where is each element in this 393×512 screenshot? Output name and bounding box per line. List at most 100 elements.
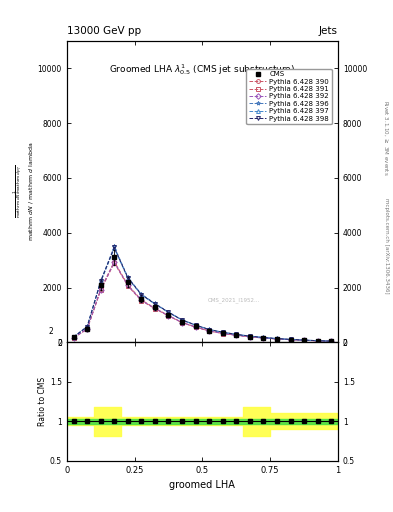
- Pythia 6.428 396: [112, 243, 117, 249]
- Pythia 6.428 398: [275, 335, 279, 342]
- Pythia 6.428 391: [85, 326, 90, 332]
- Pythia 6.428 397: [98, 279, 103, 285]
- Pythia 6.428 390: [180, 319, 184, 326]
- Text: 2: 2: [48, 328, 53, 336]
- Pythia 6.428 397: [71, 334, 76, 340]
- Pythia 6.428 390: [288, 336, 293, 343]
- Pythia 6.428 392: [329, 338, 334, 345]
- Pythia 6.428 390: [152, 305, 157, 311]
- Pythia 6.428 391: [152, 306, 157, 312]
- Pythia 6.428 392: [234, 332, 239, 338]
- Pythia 6.428 392: [152, 305, 157, 311]
- Line: Pythia 6.428 397: Pythia 6.428 397: [72, 246, 333, 343]
- Pythia 6.428 391: [248, 334, 252, 340]
- Pythia 6.428 398: [152, 301, 157, 307]
- Pythia 6.428 392: [125, 282, 130, 288]
- Pythia 6.428 398: [207, 327, 211, 333]
- Pythia 6.428 391: [180, 319, 184, 326]
- Pythia 6.428 390: [85, 326, 90, 332]
- Pythia 6.428 391: [112, 260, 117, 266]
- Pythia 6.428 390: [193, 324, 198, 330]
- Line: Pythia 6.428 396: Pythia 6.428 396: [72, 245, 333, 343]
- Pythia 6.428 392: [261, 335, 266, 341]
- Pythia 6.428 398: [234, 331, 239, 337]
- Pythia 6.428 396: [71, 334, 76, 340]
- Pythia 6.428 396: [207, 326, 211, 332]
- Pythia 6.428 396: [166, 309, 171, 315]
- Pythia 6.428 391: [234, 332, 239, 338]
- Pythia 6.428 396: [180, 317, 184, 323]
- Pythia 6.428 398: [261, 334, 266, 340]
- Line: Pythia 6.428 390: Pythia 6.428 390: [72, 260, 333, 343]
- Text: 13000 GeV pp: 13000 GeV pp: [67, 27, 141, 36]
- Pythia 6.428 398: [288, 336, 293, 343]
- Pythia 6.428 392: [275, 336, 279, 342]
- Pythia 6.428 392: [139, 297, 144, 304]
- Pythia 6.428 390: [166, 312, 171, 318]
- Pythia 6.428 390: [112, 259, 117, 265]
- Pythia 6.428 390: [207, 328, 211, 334]
- Pythia 6.428 396: [275, 335, 279, 342]
- Pythia 6.428 391: [288, 337, 293, 343]
- Pythia 6.428 396: [234, 331, 239, 337]
- Pythia 6.428 392: [207, 328, 211, 334]
- Pythia 6.428 397: [193, 322, 198, 328]
- Pythia 6.428 398: [329, 338, 334, 344]
- Pythia 6.428 391: [139, 297, 144, 304]
- Pythia 6.428 392: [220, 330, 225, 336]
- Y-axis label: mathrm $d^2N$
mathrm $d$ $p_T$ mathrm $d$ lambda

$\frac{1}{\mathrm{mathrm}\,dN/: mathrm $d^2N$ mathrm $d$ $p_T$ mathrm $d…: [0, 142, 35, 242]
- Pythia 6.428 390: [329, 338, 334, 345]
- Pythia 6.428 396: [315, 337, 320, 344]
- Pythia 6.428 398: [112, 244, 117, 250]
- Pythia 6.428 396: [248, 333, 252, 339]
- Pythia 6.428 390: [302, 337, 307, 344]
- Pythia 6.428 391: [315, 338, 320, 344]
- Pythia 6.428 392: [180, 319, 184, 326]
- Pythia 6.428 390: [275, 336, 279, 342]
- Pythia 6.428 397: [315, 337, 320, 344]
- Pythia 6.428 397: [234, 331, 239, 337]
- Pythia 6.428 390: [248, 334, 252, 340]
- Pythia 6.428 392: [85, 326, 90, 332]
- Pythia 6.428 392: [98, 287, 103, 293]
- Pythia 6.428 390: [98, 286, 103, 292]
- Pythia 6.428 397: [288, 336, 293, 343]
- Pythia 6.428 396: [302, 337, 307, 343]
- Pythia 6.428 391: [207, 328, 211, 334]
- Pythia 6.428 391: [98, 287, 103, 293]
- Line: Pythia 6.428 392: Pythia 6.428 392: [72, 260, 333, 343]
- Pythia 6.428 397: [261, 334, 266, 340]
- Pythia 6.428 392: [166, 313, 171, 319]
- Pythia 6.428 391: [302, 337, 307, 344]
- Pythia 6.428 397: [207, 327, 211, 333]
- Line: Pythia 6.428 391: Pythia 6.428 391: [72, 261, 333, 343]
- Pythia 6.428 397: [85, 324, 90, 330]
- Pythia 6.428 397: [180, 317, 184, 323]
- Pythia 6.428 390: [220, 330, 225, 336]
- Pythia 6.428 392: [302, 337, 307, 344]
- Pythia 6.428 397: [166, 309, 171, 315]
- Pythia 6.428 398: [315, 337, 320, 344]
- Legend: CMS, Pythia 6.428 390, Pythia 6.428 391, Pythia 6.428 392, Pythia 6.428 396, Pyt: CMS, Pythia 6.428 390, Pythia 6.428 391,…: [246, 69, 332, 124]
- Pythia 6.428 397: [275, 335, 279, 342]
- Pythia 6.428 396: [288, 336, 293, 343]
- Pythia 6.428 396: [139, 291, 144, 297]
- Pythia 6.428 396: [261, 334, 266, 340]
- Pythia 6.428 392: [193, 324, 198, 330]
- Pythia 6.428 397: [125, 275, 130, 281]
- Pythia 6.428 391: [220, 330, 225, 336]
- Pythia 6.428 392: [288, 337, 293, 343]
- Pythia 6.428 390: [234, 332, 239, 338]
- Pythia 6.428 397: [302, 337, 307, 343]
- Text: Jets: Jets: [319, 27, 338, 36]
- Pythia 6.428 398: [302, 337, 307, 343]
- Pythia 6.428 396: [98, 278, 103, 284]
- Pythia 6.428 398: [180, 317, 184, 323]
- Pythia 6.428 392: [315, 338, 320, 344]
- Pythia 6.428 398: [85, 324, 90, 330]
- Pythia 6.428 391: [125, 283, 130, 289]
- Pythia 6.428 390: [71, 334, 76, 340]
- Text: CMS_2021_I1952...: CMS_2021_I1952...: [208, 297, 260, 303]
- Pythia 6.428 398: [98, 279, 103, 285]
- Pythia 6.428 396: [220, 329, 225, 335]
